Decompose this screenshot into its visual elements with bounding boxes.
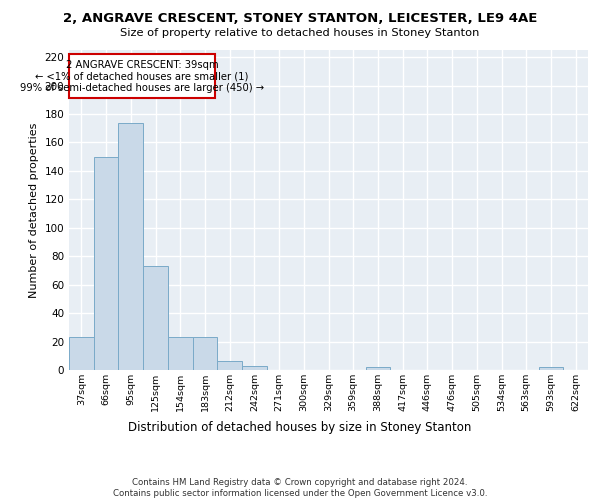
Bar — [168, 338, 193, 370]
Bar — [539, 367, 563, 370]
Bar — [217, 362, 242, 370]
Bar — [69, 338, 94, 370]
Bar — [193, 338, 217, 370]
Text: 99% of semi-detached houses are larger (450) →: 99% of semi-detached houses are larger (… — [20, 82, 264, 92]
Text: Contains HM Land Registry data © Crown copyright and database right 2024.
Contai: Contains HM Land Registry data © Crown c… — [113, 478, 487, 498]
Bar — [94, 156, 118, 370]
Text: 2, ANGRAVE CRESCENT, STONEY STANTON, LEICESTER, LE9 4AE: 2, ANGRAVE CRESCENT, STONEY STANTON, LEI… — [63, 12, 537, 26]
Bar — [143, 266, 168, 370]
Text: 2 ANGRAVE CRESCENT: 39sqm: 2 ANGRAVE CRESCENT: 39sqm — [65, 60, 218, 70]
Text: Distribution of detached houses by size in Stoney Stanton: Distribution of detached houses by size … — [128, 421, 472, 434]
Bar — [365, 367, 390, 370]
Text: Size of property relative to detached houses in Stoney Stanton: Size of property relative to detached ho… — [121, 28, 479, 38]
FancyBboxPatch shape — [69, 54, 215, 98]
Bar — [118, 122, 143, 370]
Bar — [242, 366, 267, 370]
Y-axis label: Number of detached properties: Number of detached properties — [29, 122, 39, 298]
Text: ← <1% of detached houses are smaller (1): ← <1% of detached houses are smaller (1) — [35, 72, 248, 82]
